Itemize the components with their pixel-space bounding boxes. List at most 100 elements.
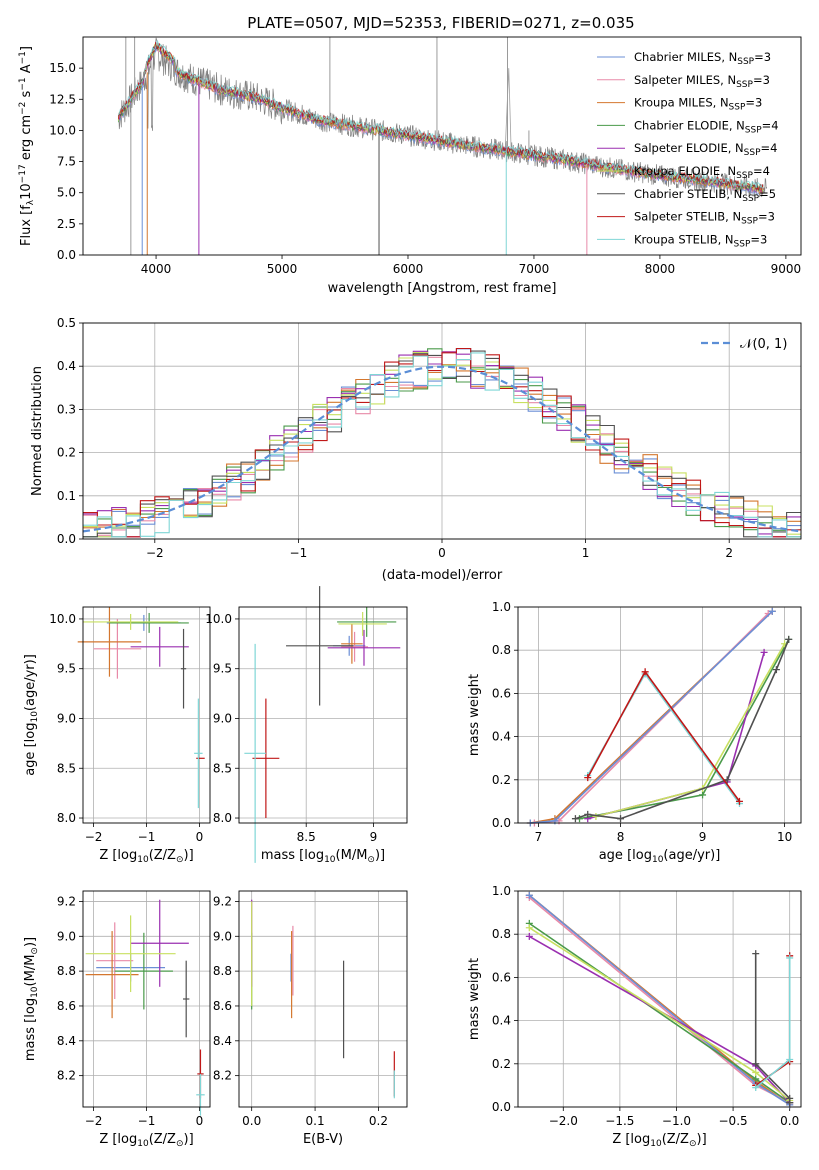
weight-line (528, 894, 791, 1106)
x-tick-label: 9000 (771, 262, 802, 276)
x-tick-label: 10 (777, 830, 792, 844)
age_weight-x-label-part: 10 (652, 855, 664, 865)
legend-label: Kroupa MILES, NSSP=3 (634, 96, 762, 113)
legend-label-part: =3 (758, 210, 775, 224)
x-tick-label: 1 (582, 546, 590, 560)
y-tick-label: 9.2 (57, 894, 76, 908)
z_weight-x-label: Z [log10(Z/Z⊙)] (612, 1132, 706, 1149)
spectrum-y-label-part: −17 (18, 164, 28, 183)
y-tick-label: 15.0 (49, 61, 76, 75)
weight-marker (617, 815, 625, 823)
legend-label-part: =4 (753, 164, 770, 178)
legend-label-part: SSP (741, 217, 758, 227)
weight-marker (735, 797, 743, 805)
legend-label-part: Chabrier STELIB, N (634, 187, 742, 201)
y-tick-label: 0.4 (492, 730, 511, 744)
weight-marker (772, 666, 780, 674)
y-tick-label: 9.5 (213, 662, 232, 676)
weight-marker (571, 815, 579, 823)
weight-marker (584, 774, 592, 782)
spectrum-y-label: Flux [fλ10−17 erg cm−2 s−1 A−1] (18, 46, 36, 246)
legend-normal-label: 𝒩(0, 1) (740, 337, 787, 352)
legend-label-part: Kroupa MILES, N (634, 96, 729, 110)
spectrum-y-label-part: s (19, 90, 34, 101)
spectrum-plot (117, 37, 768, 255)
z_weight-frame (517, 890, 802, 1108)
z_mass-x-label-part: (Z/Z (149, 1132, 176, 1147)
y-tick-label: 0.8 (492, 643, 511, 657)
legend-label-part: Salpeter STELIB, N (634, 210, 741, 224)
z_weight-y-label: mass weight (467, 958, 482, 1040)
age_weight-x-label: age [log10(age/yr)] (599, 848, 721, 865)
legend-label-part: SSP (742, 194, 759, 204)
x-tick-label: −1.5 (605, 1114, 634, 1128)
z_weight-x-label-part: )] (697, 1132, 707, 1147)
weight-marker (641, 668, 649, 676)
x-tick-label: 8 (617, 830, 625, 844)
weight-marker (752, 1075, 760, 1083)
x-tick-label: 8000 (645, 262, 676, 276)
weight-marker (786, 954, 794, 962)
legend-label-part: =3 (750, 232, 767, 246)
legend-label-part: Kroupa STELIB, N (634, 232, 734, 246)
weight-marker (752, 1084, 760, 1092)
z_mass-frame (82, 890, 211, 1108)
residuals-panel: −2 −1 0 1 2 0.0 0.1 0.2 0.3 0.4 0.5 (data-model)/er… (30, 316, 802, 583)
y-tick-label: 0.4 (57, 359, 76, 373)
residuals-plot (83, 347, 801, 538)
z_age-panel: −2 −1 08.08.59.09.510.0Z [log10(Z/Z⊙)]age … (23, 606, 211, 865)
weight-marker (786, 1055, 794, 1063)
z_weight-panel: −2.0 −1.5 −1.0 −0.5 0.0 0.0 0.2 0.4 0.6 0.8 1.0 Z [… (467, 884, 802, 1149)
weight-line (587, 652, 765, 820)
weight-line (754, 953, 791, 1103)
x-tick-label: 4000 (141, 262, 172, 276)
spectrum-y-label-part: −1 (18, 51, 28, 64)
legend-label: Salpeter STELIB, NSSP=3 (634, 210, 775, 227)
z_weight-x-label-part: ⊙ (689, 1139, 697, 1149)
weight-line (530, 610, 773, 824)
y-tick-label: 0.1 (57, 489, 76, 503)
y-tick-label: 8.5 (213, 761, 232, 775)
mass_age-frame (238, 606, 408, 824)
z_age-x-label-part: )] (184, 848, 194, 863)
y-tick-label: 0.8 (492, 927, 511, 941)
z_age-frame (82, 606, 211, 824)
y-tick-label: 8.2 (213, 1069, 232, 1083)
z_age-x-label-part: 10 (137, 855, 149, 865)
spectrum-y-label-part: Flux [f (19, 205, 34, 246)
y-tick-label: 8.4 (57, 1034, 76, 1048)
y-tick-label: 0.2 (492, 773, 511, 787)
x-tick-label: −2 (85, 1114, 103, 1128)
legend-label-part: SSP (736, 171, 753, 181)
legend-label-part: SSP (737, 57, 754, 67)
weight-line (579, 639, 790, 820)
spectrum-frame (82, 36, 802, 256)
z_mass-y-label-part: (M/M (23, 955, 38, 987)
mass_age-x-label-part: ⊙ (367, 855, 375, 865)
x-tick-label: 6000 (393, 262, 424, 276)
y-tick-label: 8.4 (213, 1034, 232, 1048)
mass_age-x-label-part: (M/M (336, 848, 368, 863)
y-tick-label: 9.0 (57, 929, 76, 943)
x-tick-label: 8.5 (297, 830, 316, 844)
y-tick-label: 9.0 (213, 711, 232, 725)
x-tick-label: 0.2 (369, 1114, 388, 1128)
weight-marker (752, 1068, 760, 1076)
x-tick-label: −2 (85, 830, 103, 844)
normal-curve (83, 365, 801, 533)
z_mass-y-label-part: ⊙ (30, 947, 40, 955)
age_weight-x-label-part: (age/yr)] (663, 848, 720, 863)
y-tick-label: 8.6 (57, 999, 76, 1013)
weight-line (528, 922, 791, 1104)
model-spectrum (117, 39, 764, 190)
z_age-y-label-part: 10 (30, 711, 40, 723)
z_weight-x-label-part: Z [log (612, 1132, 650, 1147)
y-tick-label: 2.5 (57, 217, 76, 231)
age_weight-frame (517, 606, 802, 824)
x-tick-label: 0.0 (780, 1114, 799, 1128)
z_mass-y-label-part: 10 (30, 986, 40, 998)
legend-label-part: =3 (753, 73, 770, 87)
mass_age-x-label-part: mass [log (261, 848, 324, 863)
y-tick-label: 1.0 (492, 600, 511, 614)
data-emission (504, 68, 512, 156)
